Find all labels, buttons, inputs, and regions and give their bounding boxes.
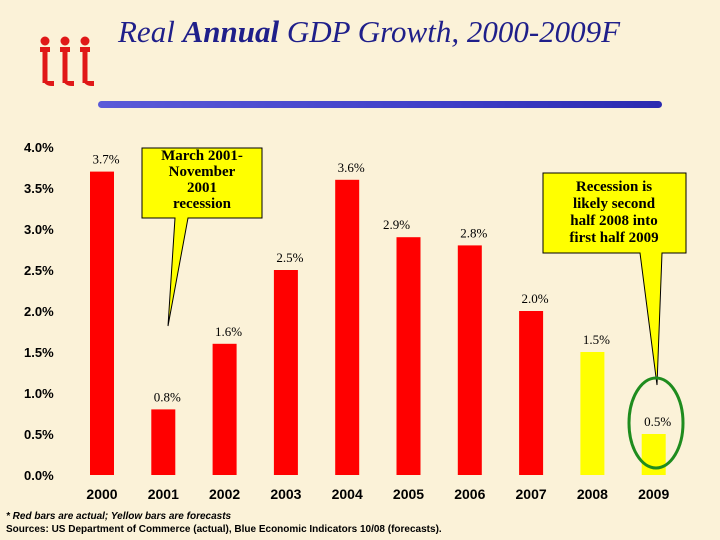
y-tick-label: 1.5% — [24, 345, 54, 360]
sources-note: Sources: US Department of Commerce (actu… — [6, 524, 442, 535]
data-label: 3.7% — [92, 152, 119, 167]
x-tick-label: 2002 — [209, 486, 240, 502]
callout-2009-line: half 2008 into — [570, 213, 658, 229]
logo-icon — [36, 36, 100, 95]
x-tick-label: 2003 — [270, 486, 301, 502]
bar-2004 — [335, 179, 360, 476]
callout-2009-line: likely second — [573, 196, 656, 212]
callout-2009-shape — [542, 172, 687, 386]
x-tick-label: 2004 — [332, 486, 363, 502]
y-tick-label: 0.5% — [24, 427, 54, 442]
x-tick-label: 2000 — [86, 486, 117, 502]
page-title: Real Annual GDP Growth, 2000-2009F — [118, 14, 718, 50]
bar-2008 — [580, 352, 605, 475]
footnote: * Red bars are actual; Yellow bars are f… — [6, 511, 232, 522]
x-tick-label: 2007 — [516, 486, 547, 502]
title-bold: Annual — [182, 14, 280, 49]
x-tick-label: 2008 — [577, 486, 608, 502]
bar-2006 — [457, 245, 482, 475]
y-tick-label: 1.0% — [24, 386, 54, 401]
title-post: GDP Growth, 2000-2009F — [279, 14, 621, 49]
data-label: 2.8% — [460, 225, 487, 240]
y-tick-label: 3.0% — [24, 222, 54, 237]
title-pre: Real — [118, 14, 183, 49]
y-tick-label: 2.5% — [24, 263, 54, 278]
title-divider — [98, 101, 662, 108]
callout-2001-line: 2001 — [187, 180, 217, 196]
callout-2001-line: recession — [173, 196, 232, 212]
x-tick-label: 2009 — [638, 486, 669, 502]
data-label: 3.6% — [338, 160, 365, 175]
x-tick-label: 2001 — [148, 486, 179, 502]
data-label: 0.5% — [644, 414, 671, 429]
gdp-bar-chart: 0.0% 0.5% 1.0% 1.5% 2.0% 2.5% 3.0% 3.5% 4.0% 2000… — [24, 140, 687, 502]
highlight-2009-ring — [627, 376, 685, 470]
callout-2009-line: first half 2009 — [569, 230, 658, 246]
data-label: 2.9% — [383, 217, 410, 232]
callout-2001-line: March 2001- — [161, 148, 243, 164]
y-tick-label: 2.0% — [24, 304, 54, 319]
x-tick-label: 2005 — [393, 486, 424, 502]
data-label: 1.6% — [215, 324, 242, 339]
bar-2003 — [273, 270, 298, 475]
x-tick-label: 2006 — [454, 486, 485, 502]
data-label: 2.0% — [522, 291, 549, 306]
bar-2005 — [396, 237, 421, 475]
bar-2001 — [151, 409, 176, 475]
bar-2002 — [212, 343, 237, 475]
data-label: 2.5% — [276, 250, 303, 265]
data-label: 1.5% — [583, 332, 610, 347]
callout-2001-line: November — [169, 164, 236, 180]
y-tick-label: 3.5% — [24, 181, 54, 196]
callout-2001-shape — [141, 147, 263, 327]
data-label: 0.8% — [154, 389, 181, 404]
y-tick-label: 4.0% — [24, 140, 54, 155]
bar-2007 — [519, 311, 544, 475]
bar-2000 — [90, 171, 114, 475]
y-tick-label: 0.0% — [24, 468, 54, 483]
callout-2009-line: Recession is — [576, 179, 652, 195]
